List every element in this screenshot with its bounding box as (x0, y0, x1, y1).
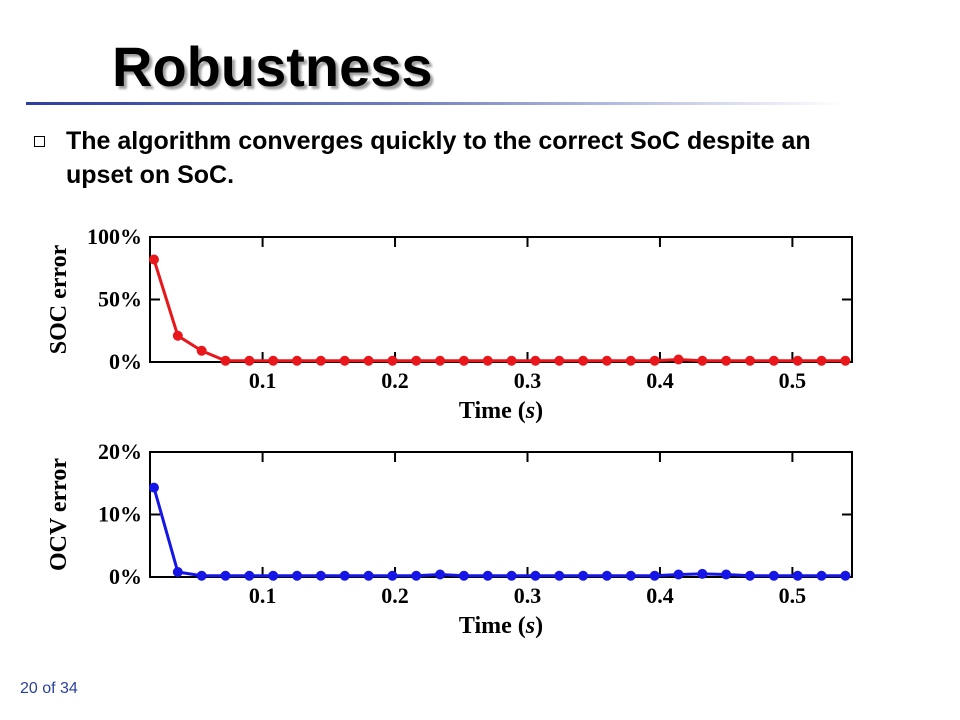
data-point (482, 570, 493, 581)
data-point (339, 355, 350, 366)
data-point (840, 355, 851, 366)
series-line (152, 487, 846, 578)
data-point (387, 570, 398, 581)
data-point (411, 355, 422, 366)
data-point (721, 355, 732, 366)
data-point (816, 570, 827, 581)
data-point (220, 355, 231, 366)
data-point (268, 355, 279, 366)
x-axis-label: Time (s) (459, 398, 543, 424)
data-point (387, 355, 398, 366)
y-tick-label: 0% (109, 564, 142, 589)
y-axis-label: SOC error (46, 244, 72, 354)
data-point (601, 570, 612, 581)
data-point (482, 355, 493, 366)
data-point (315, 355, 326, 366)
plot-frame (149, 451, 853, 578)
data-point (697, 568, 708, 579)
series-line (152, 259, 846, 363)
data-point (363, 355, 374, 366)
data-point (435, 355, 446, 366)
data-point (768, 570, 779, 581)
x-tick-label: 0.4 (646, 368, 674, 393)
data-point (745, 355, 756, 366)
y-axis-label: OCV error (46, 458, 72, 571)
x-tick-label: 0.5 (779, 368, 807, 393)
data-point (649, 570, 660, 581)
data-point (196, 570, 207, 581)
data-point (244, 355, 255, 366)
data-point (530, 355, 541, 366)
data-point (458, 570, 469, 581)
data-point (411, 570, 422, 581)
data-point (196, 345, 207, 356)
y-tick-label: 100% (87, 224, 142, 249)
data-point (339, 570, 350, 581)
x-tick-label: 0.1 (249, 583, 277, 608)
data-point (172, 330, 183, 341)
data-point (458, 355, 469, 366)
data-point (792, 355, 803, 366)
data-point (768, 355, 779, 366)
x-tick-label: 0.3 (514, 583, 542, 608)
data-point (601, 355, 612, 366)
data-point (268, 570, 279, 581)
x-tick-label: 0.2 (381, 583, 409, 608)
data-point (792, 570, 803, 581)
square-bullet-icon (34, 136, 45, 147)
data-point (148, 254, 159, 265)
data-point (625, 355, 636, 366)
data-point (435, 569, 446, 580)
data-point (220, 570, 231, 581)
data-point (840, 570, 851, 581)
data-point (506, 355, 517, 366)
ocv-error-chart: 0.1 0.2 0.3 0.4 0.5 0% 10% 20% Time (s) OCV error (46, 439, 853, 639)
data-point (148, 482, 159, 493)
x-tick-label: 0.1 (249, 368, 277, 393)
data-point (292, 570, 303, 581)
data-point (721, 569, 732, 580)
y-tick-label: 0% (109, 349, 142, 374)
data-point (649, 355, 660, 366)
bullet-text: The algorithm converges quickly to the c… (66, 127, 811, 189)
y-tick-label: 20% (98, 439, 142, 464)
data-point (292, 355, 303, 366)
data-point (506, 570, 517, 581)
page-number: 20 of 34 (20, 680, 78, 697)
data-point (244, 570, 255, 581)
soc-error-chart: 0.1 0.2 0.3 0.4 0.5 0% 50% 100% Time (s) SOC erro… (46, 224, 853, 424)
x-tick-label: 0.4 (646, 583, 674, 608)
x-tick-label: 0.2 (381, 368, 409, 393)
data-point (315, 570, 326, 581)
x-tick-label: 0.5 (779, 583, 807, 608)
data-point (554, 355, 565, 366)
x-axis-label: Time (s) (459, 613, 543, 639)
data-point (554, 570, 565, 581)
title-underline (26, 102, 846, 105)
data-point (625, 570, 636, 581)
data-point (578, 355, 589, 366)
slide-title: Robustness (112, 35, 433, 98)
data-point (172, 567, 183, 577)
x-tick-label: 0.3 (514, 368, 542, 393)
data-point (745, 570, 756, 581)
data-point (530, 570, 541, 581)
data-point (673, 569, 684, 580)
data-point (697, 355, 708, 366)
data-point (578, 570, 589, 581)
plot-frame (149, 236, 853, 363)
data-point (363, 570, 374, 581)
y-tick-label: 10% (98, 502, 142, 527)
y-tick-label: 50% (98, 287, 142, 312)
data-point (816, 355, 827, 366)
data-point (673, 354, 684, 365)
